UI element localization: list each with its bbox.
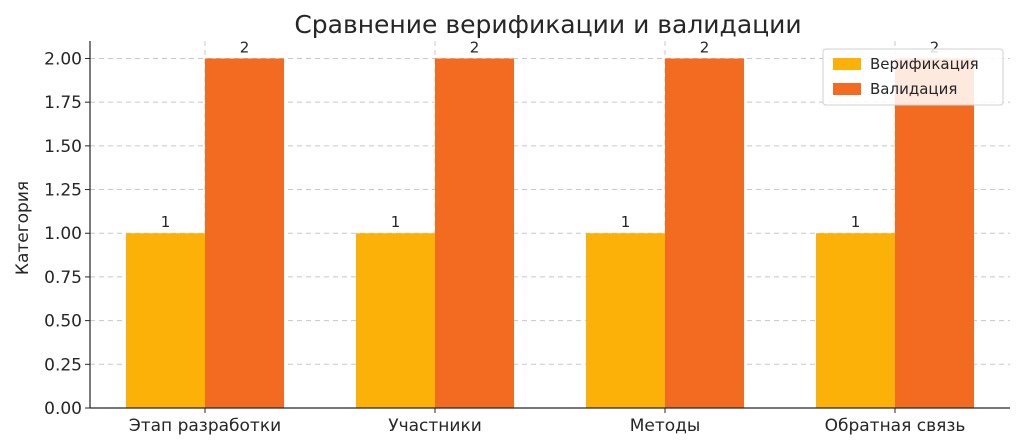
bar (665, 58, 744, 408)
bar (816, 233, 895, 408)
bar (895, 58, 974, 408)
bar (435, 58, 514, 408)
x-tick-label: Этап разработки (129, 416, 281, 436)
bar (586, 233, 665, 408)
y-tick-label: 1.75 (44, 93, 82, 113)
chart-title: Сравнение верификации и валидации (294, 10, 801, 39)
data-label: 2 (240, 38, 250, 56)
data-labels: 1 2 1 2 1 2 1 2 (161, 38, 940, 231)
y-tick-label: 1.50 (44, 137, 82, 157)
data-label: 1 (391, 213, 401, 231)
legend-box (822, 48, 1004, 106)
y-tick-label: 0.50 (44, 312, 82, 332)
axes: 0.00 0.25 0.50 0.75 1.00 1.25 1.50 1.75 2.00 Этап… (44, 41, 1010, 436)
y-tick-label: 1.00 (44, 224, 82, 244)
bar (126, 233, 205, 408)
legend-entry[interactable]: Валидация (833, 80, 957, 98)
y-axis-title: Категория (13, 181, 33, 275)
legend-swatch (833, 83, 861, 95)
data-label: 2 (930, 38, 940, 56)
bars (126, 58, 974, 408)
legend[interactable]: Верификация Валидация (822, 48, 1004, 106)
data-label: 1 (851, 213, 861, 231)
data-label: 1 (621, 213, 631, 231)
data-label: 2 (470, 38, 480, 56)
data-label: 2 (700, 38, 710, 56)
x-tick-label: Участники (388, 416, 482, 436)
legend-label: Валидация (870, 80, 957, 98)
y-tick-label: 2.00 (44, 49, 82, 69)
y-tick-label: 1.25 (44, 181, 82, 201)
data-label: 1 (161, 213, 171, 231)
legend-entry[interactable]: Верификация (833, 55, 979, 73)
legend-label: Верификация (870, 55, 979, 73)
x-tick-label: Методы (630, 416, 701, 436)
legend-swatch (833, 58, 861, 70)
y-tick-label: 0.75 (44, 268, 82, 288)
y-tick-label: 0.00 (44, 399, 82, 419)
bar (356, 233, 435, 408)
bar (205, 58, 284, 408)
x-tick-label: Обратная связь (825, 416, 966, 436)
y-tick-label: 0.25 (44, 355, 82, 375)
